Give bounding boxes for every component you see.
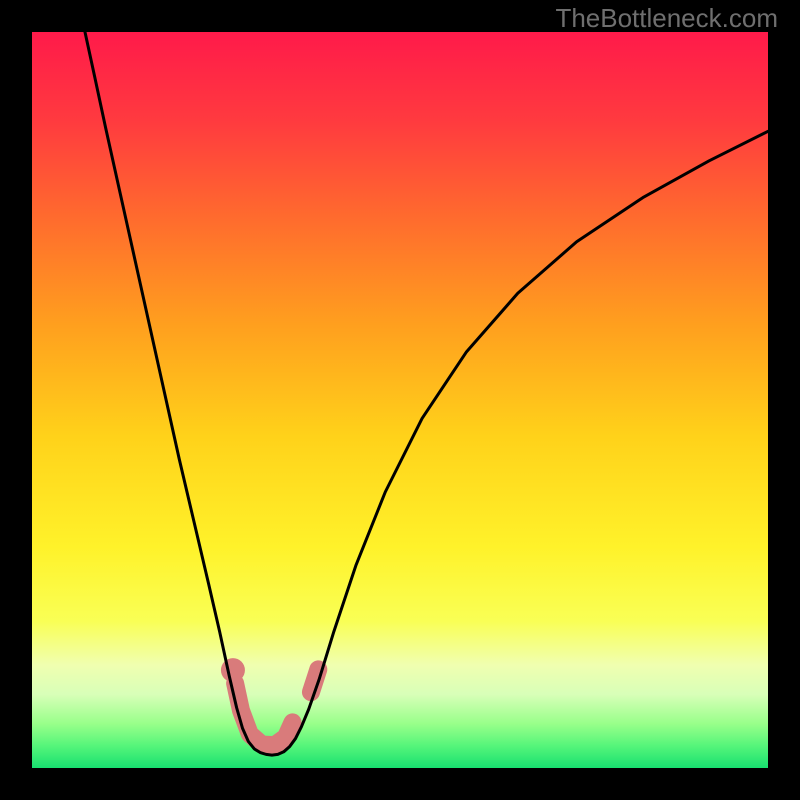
plot-area — [32, 32, 768, 768]
watermark-text: TheBottleneck.com — [555, 3, 778, 34]
marker-segment-0 — [235, 683, 292, 745]
bottleneck-curve — [85, 32, 768, 755]
curve-layer — [32, 32, 768, 768]
chart-stage: TheBottleneck.com — [0, 0, 800, 800]
